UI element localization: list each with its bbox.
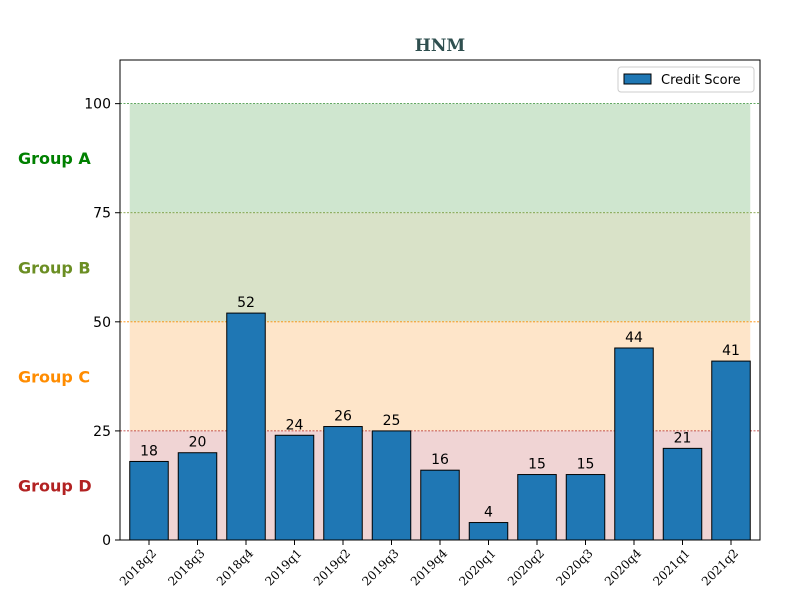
bar-2021q2 bbox=[711, 360, 751, 541]
bar-value-label: 52 bbox=[237, 295, 255, 311]
x-tick-label: 2018q4 bbox=[214, 546, 257, 589]
bar-value-label: 16 bbox=[431, 452, 449, 468]
bar-value-label: 21 bbox=[674, 430, 692, 446]
x-tick-label: 2018q2 bbox=[117, 546, 159, 588]
x-tick-label: 2020q3 bbox=[553, 546, 595, 588]
y-axis-ticks: 0 25 50 75 100 bbox=[84, 97, 120, 549]
group-labels: Group A Group B Group C Group D bbox=[18, 149, 92, 495]
y-tick-label: 0 bbox=[102, 533, 111, 549]
band-group-b bbox=[129, 212, 751, 322]
x-tick-label: 2021q2 bbox=[699, 546, 741, 588]
bar-2020q4 bbox=[614, 347, 654, 541]
y-tick-label: 50 bbox=[93, 315, 111, 331]
bar-2019q4 bbox=[420, 469, 460, 541]
legend-swatch bbox=[623, 73, 652, 85]
x-tick-label: 2019q4 bbox=[408, 546, 451, 589]
bar-value-label: 41 bbox=[722, 343, 740, 359]
x-tick-label: 2021q1 bbox=[650, 546, 692, 588]
bar-2019q2 bbox=[323, 426, 363, 541]
legend: Credit Score bbox=[617, 66, 755, 93]
band-group-a bbox=[129, 103, 751, 213]
x-tick-label: 2020q4 bbox=[602, 546, 645, 589]
group-label: Group A bbox=[18, 149, 91, 168]
chart-title: HNM bbox=[415, 36, 466, 56]
bars bbox=[129, 312, 751, 541]
x-tick-label: 2020q2 bbox=[505, 546, 547, 588]
legend-label: Credit Score bbox=[661, 73, 741, 88]
group-label: Group B bbox=[18, 258, 91, 277]
y-tick-label: 75 bbox=[93, 206, 111, 222]
group-label: Group D bbox=[18, 476, 92, 495]
bar-value-label: 20 bbox=[189, 435, 207, 451]
bar-2018q3 bbox=[177, 452, 218, 541]
x-tick-label: 2020q1 bbox=[456, 546, 498, 588]
group-label: Group C bbox=[18, 367, 90, 386]
bar-value-label: 26 bbox=[334, 409, 352, 425]
bar-2020q3 bbox=[565, 474, 606, 541]
x-tick-label: 2019q1 bbox=[262, 546, 304, 588]
x-tick-label: 2019q2 bbox=[311, 546, 353, 588]
plot-frame bbox=[119, 59, 761, 541]
x-tick-label: 2019q3 bbox=[359, 546, 401, 588]
x-tick-label: 2018q3 bbox=[165, 546, 207, 588]
bar-value-label: 25 bbox=[383, 413, 401, 429]
bar-2019q3 bbox=[371, 430, 412, 541]
y-tick-label: 25 bbox=[93, 424, 111, 440]
bar-value-label: 18 bbox=[140, 443, 158, 459]
bar-2020q2 bbox=[517, 474, 557, 541]
bar-2018q4 bbox=[226, 312, 266, 541]
legend-box bbox=[617, 66, 755, 93]
bar-2021q1 bbox=[662, 447, 703, 541]
bar-2020q1 bbox=[468, 522, 509, 541]
bar-value-label: 44 bbox=[625, 330, 643, 346]
band-group-c bbox=[129, 321, 751, 431]
bar-value-label: 4 bbox=[484, 505, 493, 521]
bar-value-label: 24 bbox=[286, 417, 304, 433]
x-axis-ticks: 2018q2 2018q3 2018q4 2019q1 2019q2 2019q3 2019… bbox=[117, 540, 741, 589]
bar-value-label: 15 bbox=[577, 457, 595, 473]
bar-2018q2 bbox=[129, 460, 169, 541]
bar-value-labels: 18 20 52 24 26 25 16 4 15 15 44 21 41 bbox=[140, 295, 740, 520]
bar-2019q1 bbox=[274, 434, 315, 541]
bar-value-label: 15 bbox=[528, 457, 546, 473]
y-tick-label: 100 bbox=[84, 97, 111, 113]
